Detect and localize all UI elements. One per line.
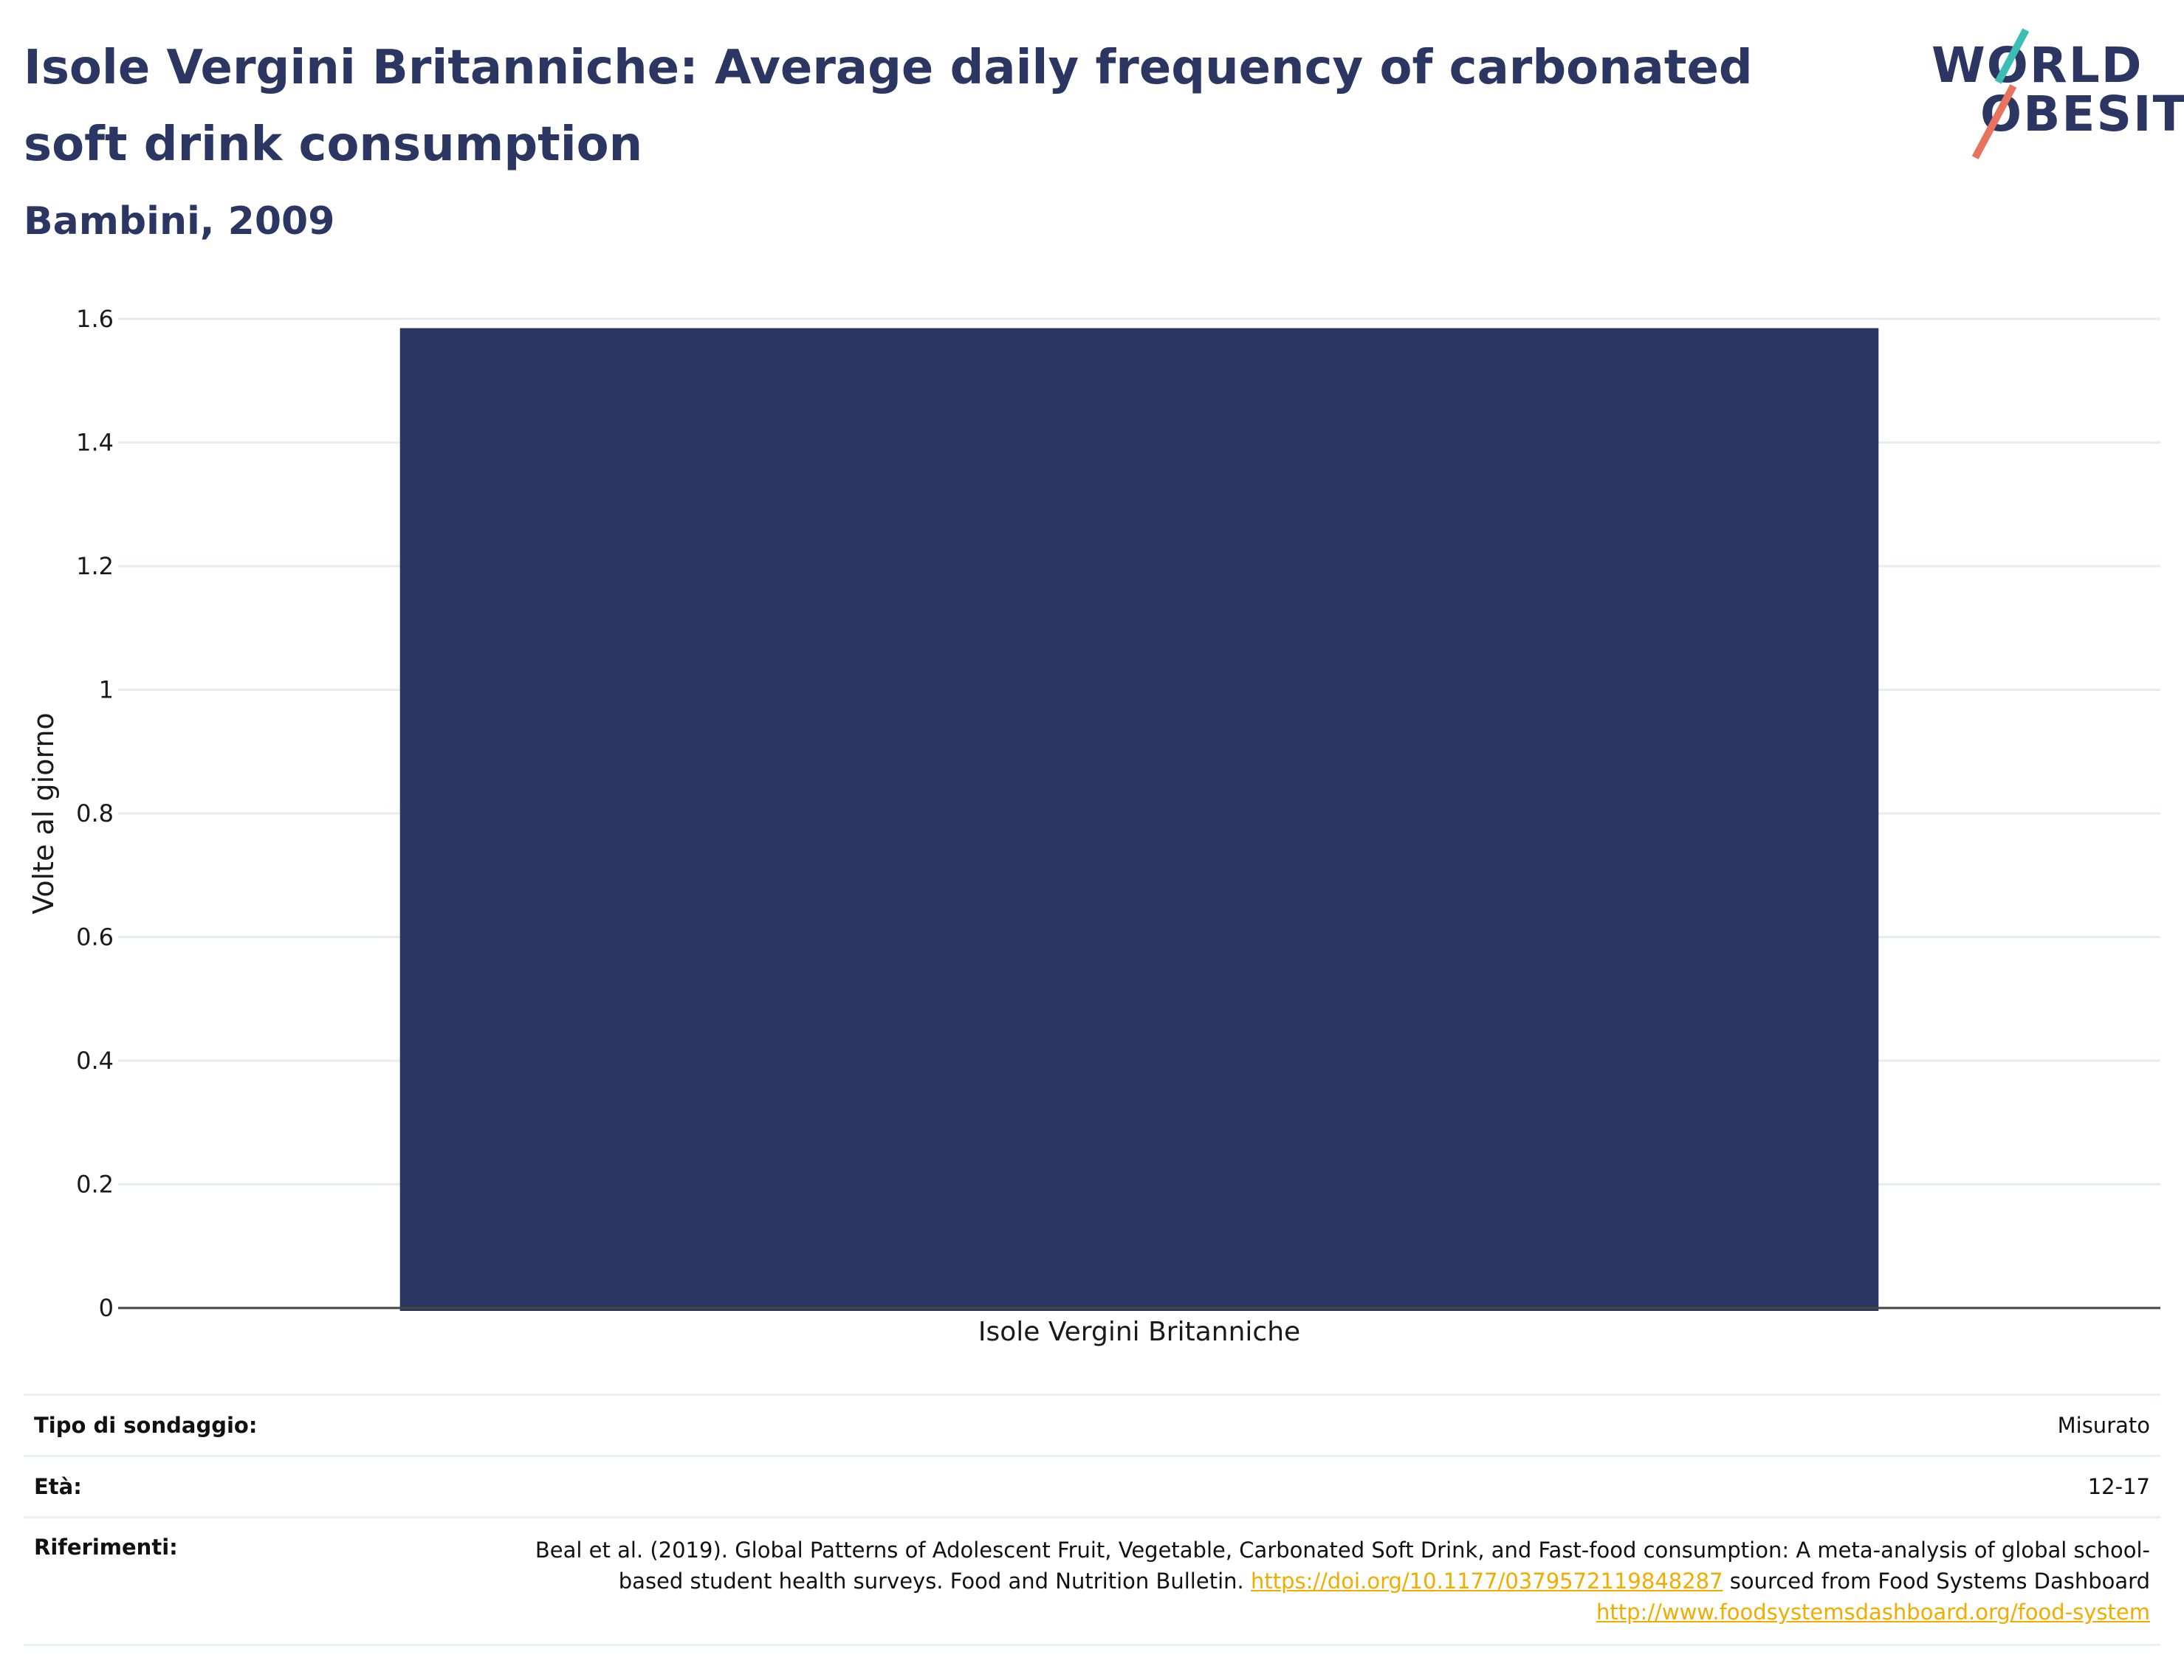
y-tick-label: 0 (99, 1294, 114, 1322)
logo-word-obesity: OBESITY (1980, 86, 2184, 142)
world-obesity-logo: WORLD OBESITY (1920, 22, 2184, 159)
survey-type-value: Misurato (2057, 1413, 2150, 1438)
survey-type-label: Tipo di sondaggio: (34, 1413, 258, 1438)
survey-info-table: Tipo di sondaggio: Misurato Età: 12-17 R… (24, 1394, 2160, 1646)
y-tick-label: 1.2 (76, 552, 114, 580)
chart-subtitle: Bambini, 2009 (24, 199, 335, 244)
y-tick-label: 0.4 (76, 1047, 114, 1075)
references-text: Beal et al. (2019). Global Patterns of A… (526, 1535, 2150, 1628)
chart-title: Isole Vergini Britanniche: Average daily… (24, 41, 1753, 172)
survey-type-row: Tipo di sondaggio: Misurato (24, 1394, 2160, 1455)
bar[interactable] (399, 328, 1879, 1311)
y-tick-label: 1.4 (76, 429, 114, 457)
y-tick-label: 0.2 (76, 1171, 114, 1199)
y-tick-label: 1.6 (76, 305, 114, 333)
y-tick-label: 0.6 (76, 923, 114, 951)
x-tick-labels: Isole Vergini Britanniche (978, 1317, 1300, 1347)
age-label: Età: (34, 1474, 82, 1499)
x-tick-label: Isole Vergini Britanniche (978, 1317, 1300, 1347)
doi-link[interactable]: https://doi.org/10.1177/0379572119848287 (1250, 1569, 1723, 1594)
logo-word-world: WORLD (1931, 37, 2143, 94)
y-tick-labels: 0 0.2 0.4 0.6 0.8 1 1.2 1.4 1.6 (76, 305, 114, 1322)
references-citation: Beal et al. (2019). Global Patterns of A… (535, 1538, 2150, 1594)
y-tick-label: 1 (99, 676, 114, 704)
y-axis-label: Volte al giorno (27, 712, 60, 914)
bar-chart: 0 0.2 0.4 0.6 0.8 1 1.2 1.4 1.6 Isole Vergini Br… (27, 305, 2160, 1347)
y-tick-label: 0.8 (76, 799, 114, 827)
references-label: Riferimenti: (34, 1535, 178, 1560)
age-row: Età: 12-17 (24, 1455, 2160, 1516)
references-row: Riferimenti: Beal et al. (2019). Global … (24, 1516, 2160, 1646)
food-systems-dashboard-link[interactable]: http://www.foodsystemsdashboard.org/food… (1596, 1600, 2150, 1625)
age-value: 12-17 (2087, 1474, 2150, 1499)
references-source: sourced from Food Systems Dashboard (1723, 1569, 2150, 1594)
bars (399, 328, 1879, 1311)
